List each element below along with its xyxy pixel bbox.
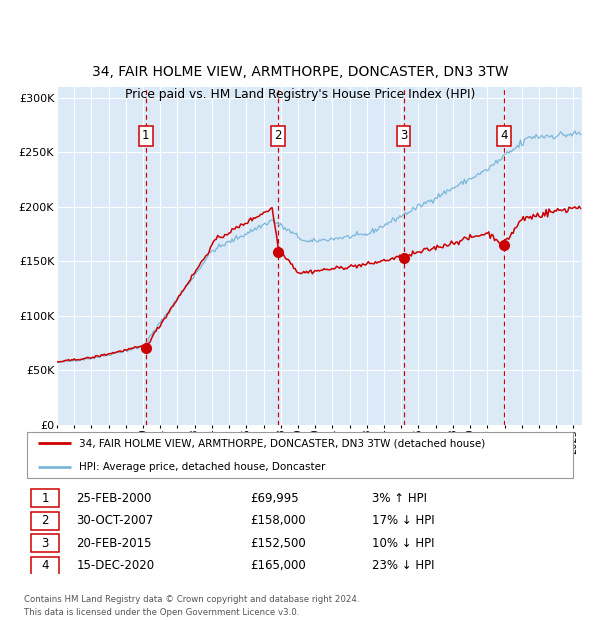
- Text: 10% ↓ HPI: 10% ↓ HPI: [372, 537, 434, 550]
- Text: 3: 3: [400, 130, 407, 143]
- FancyBboxPatch shape: [31, 534, 59, 552]
- Text: 4: 4: [41, 559, 49, 572]
- Text: 30-OCT-2007: 30-OCT-2007: [76, 515, 154, 528]
- Text: Price paid vs. HM Land Registry's House Price Index (HPI): Price paid vs. HM Land Registry's House …: [125, 88, 475, 101]
- Text: 34, FAIR HOLME VIEW, ARMTHORPE, DONCASTER, DN3 3TW (detached house): 34, FAIR HOLME VIEW, ARMTHORPE, DONCASTE…: [79, 438, 485, 448]
- Text: 25-FEB-2000: 25-FEB-2000: [76, 492, 152, 505]
- Text: £158,000: £158,000: [250, 515, 306, 528]
- Text: 17% ↓ HPI: 17% ↓ HPI: [372, 515, 434, 528]
- Text: 15-DEC-2020: 15-DEC-2020: [76, 559, 155, 572]
- FancyBboxPatch shape: [27, 432, 573, 479]
- Text: 3% ↑ HPI: 3% ↑ HPI: [372, 492, 427, 505]
- Text: £152,500: £152,500: [250, 537, 306, 550]
- Text: 1: 1: [142, 130, 149, 143]
- FancyBboxPatch shape: [31, 557, 59, 575]
- Text: Contains HM Land Registry data © Crown copyright and database right 2024.
This d: Contains HM Land Registry data © Crown c…: [24, 595, 359, 617]
- Text: HPI: Average price, detached house, Doncaster: HPI: Average price, detached house, Donc…: [79, 462, 326, 472]
- Text: 23% ↓ HPI: 23% ↓ HPI: [372, 559, 434, 572]
- Text: 2: 2: [274, 130, 281, 143]
- Text: 34, FAIR HOLME VIEW, ARMTHORPE, DONCASTER, DN3 3TW: 34, FAIR HOLME VIEW, ARMTHORPE, DONCASTE…: [92, 65, 508, 79]
- FancyBboxPatch shape: [31, 489, 59, 507]
- Text: 1: 1: [41, 492, 49, 505]
- Text: 3: 3: [41, 537, 49, 550]
- Text: 4: 4: [500, 130, 508, 143]
- Text: £69,995: £69,995: [250, 492, 299, 505]
- Text: 2: 2: [41, 515, 49, 528]
- Text: £165,000: £165,000: [250, 559, 306, 572]
- Text: 20-FEB-2015: 20-FEB-2015: [76, 537, 152, 550]
- FancyBboxPatch shape: [31, 512, 59, 530]
